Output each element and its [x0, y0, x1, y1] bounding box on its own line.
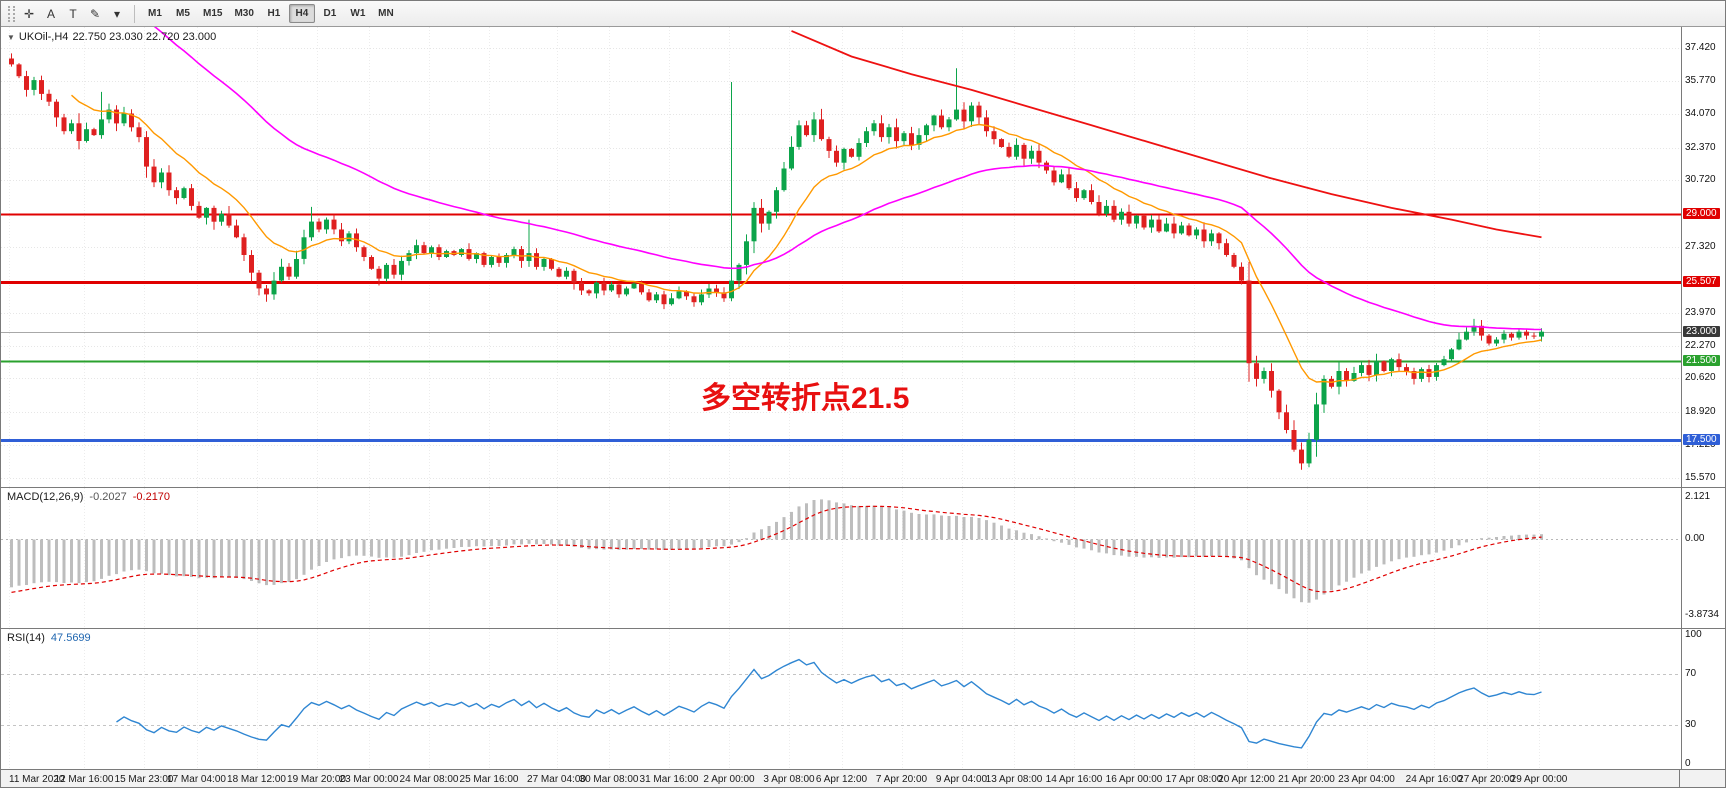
hline-price-label: 21.500	[1683, 355, 1720, 366]
time-tick: 18 Mar 12:00	[227, 774, 286, 785]
timeframe-button-m1[interactable]: M1	[148, 8, 162, 19]
time-tick: 31 Mar 16:00	[639, 774, 699, 785]
time-tick: 19 Mar 20:00	[287, 774, 346, 785]
price-tick: 35.770	[1685, 75, 1716, 86]
main-chart-plot[interactable]: ▼ UKOil-,H4 22.750 23.030 22.720 23.000 …	[1, 27, 1681, 487]
macd-axis[interactable]: 2.121 0.00 -3.8734	[1681, 488, 1725, 628]
time-tick: 24 Apr 16:00	[1405, 774, 1463, 785]
price-tick: 30.720	[1685, 174, 1716, 185]
rsi-tick: 0	[1685, 758, 1691, 769]
text-box-icon[interactable]: T	[69, 6, 77, 21]
macd-main-value: -0.2027	[89, 491, 127, 503]
time-tick: 14 Apr 16:00	[1045, 774, 1103, 785]
price-tick: 32.370	[1685, 142, 1716, 153]
macd-histogram	[10, 499, 1543, 603]
current-price-label: 23.000	[1683, 326, 1720, 337]
symbol-info: ▼ UKOil-,H4 22.750 23.030 22.720 23.000	[7, 31, 216, 43]
timeframe-button-h1[interactable]: H1	[267, 8, 281, 19]
macd-min-tick: -3.8734	[1685, 609, 1719, 620]
time-tick: 24 Mar 08:00	[399, 774, 459, 785]
macd-label: MACD(12,26,9)	[7, 491, 84, 503]
time-axis-labels: 11 Mar 2020 12 Mar 16:00 15 Mar 23:00 17 Ma…	[1, 770, 1681, 787]
chart-annotation-text[interactable]: 多空转折点21.5	[701, 382, 910, 415]
timeframe-button-m5[interactable]: M5	[176, 8, 190, 19]
price-tick: 34.070	[1685, 108, 1716, 119]
price-tick: 15.570	[1685, 472, 1716, 483]
time-tick: 27 Apr 20:00	[1458, 774, 1515, 785]
time-tick: 15 Mar 23:00	[114, 774, 174, 785]
price-tick: 27.320	[1685, 241, 1716, 252]
toolbar: ✛ A T ✎ ▾ M1 M5 M15 M30 H1 H4 D1 W1 MN	[1, 1, 1725, 27]
time-tick: 2 Apr 00:00	[703, 774, 755, 785]
time-tick: 20 Apr 12:00	[1218, 774, 1275, 785]
crosshair-icon[interactable]: ✛	[23, 6, 35, 21]
rsi-label: RSI(14)	[7, 632, 45, 644]
time-tick: 6 Apr 12:00	[815, 774, 868, 785]
dropdown-icon[interactable]: ▾	[113, 6, 121, 21]
toolbar-divider	[134, 4, 135, 23]
rsi-header: RSI(14) 47.5699	[7, 632, 91, 644]
ohlc-values: 22.750 23.030 22.720 23.000	[72, 31, 217, 43]
time-tick: 13 Apr 08:00	[985, 774, 1043, 785]
draw-tools-icon[interactable]: ✎	[89, 6, 101, 21]
time-tick: 3 Apr 08:00	[763, 774, 815, 785]
time-tick: 16 Apr 00:00	[1105, 774, 1163, 785]
price-tick: 23.970	[1685, 307, 1716, 318]
rsi-tick: 30	[1685, 719, 1697, 730]
timeframe-button-m30[interactable]: M30	[234, 8, 254, 19]
hline-price-label: 25.507	[1683, 276, 1720, 287]
symbol-period-label: UKOil-,H4	[18, 31, 69, 43]
rsi-value: 47.5699	[50, 632, 91, 644]
macd-header: MACD(12,26,9) -0.2027 -0.2170	[7, 491, 170, 503]
time-tick: 23 Apr 04:00	[1338, 774, 1395, 785]
hline-price-label: 29.000	[1683, 208, 1720, 219]
candles	[9, 53, 1544, 470]
timeframe-button-mn[interactable]: MN	[378, 8, 394, 19]
time-tick: 12 Mar 16:00	[54, 774, 114, 785]
macd-signal-value: -0.2170	[132, 491, 171, 503]
time-tick: 30 Mar 08:00	[579, 774, 639, 785]
main-chart-panel: ▼ UKOil-,H4 22.750 23.030 22.720 23.000 …	[1, 27, 1725, 487]
timeframe-group: M1 M5 M15 M30 H1 H4 D1 W1 MN	[141, 4, 400, 23]
time-tick: 17 Apr 08:00	[1165, 774, 1223, 785]
time-tick: 25 Mar 16:00	[459, 774, 519, 785]
time-tick: 23 Mar 00:00	[339, 774, 399, 785]
candlestick-chart[interactable]	[1, 27, 1681, 487]
rsi-chart[interactable]	[1, 629, 1681, 769]
hline-price-label: 17.500	[1683, 434, 1720, 445]
time-tick: 17 Mar 04:00	[167, 774, 226, 785]
time-axis[interactable]: 11 Mar 2020 12 Mar 16:00 15 Mar 23:00 17 Ma…	[1, 769, 1725, 787]
rsi-tick: 100	[1685, 629, 1702, 640]
macd-chart[interactable]	[1, 488, 1681, 628]
time-tick: 11 Mar 2020	[9, 774, 65, 785]
macd-panel: MACD(12,26,9) -0.2027 -0.2170 2.121 0.00 -…	[1, 487, 1725, 628]
price-tick: 22.270	[1685, 340, 1716, 351]
timeframe-button-h4[interactable]: H4	[288, 4, 315, 23]
rsi-panel: RSI(14) 47.5699 100 70 30 0	[1, 628, 1725, 769]
rsi-axis[interactable]: 100 70 30 0	[1681, 629, 1725, 769]
macd-plot[interactable]: MACD(12,26,9) -0.2027 -0.2170	[1, 488, 1681, 628]
time-tick: 29 Apr 00:00	[1510, 774, 1568, 785]
rsi-tick: 70	[1685, 668, 1697, 679]
time-tick: 7 Apr 20:00	[875, 774, 928, 785]
text-label-icon[interactable]: A	[46, 6, 55, 21]
tool-icons-group: ✛ A T ✎ ▾	[18, 4, 128, 24]
price-tick: 37.420	[1685, 42, 1716, 53]
time-tick: 21 Apr 20:00	[1278, 774, 1335, 785]
price-tick: 18.920	[1685, 406, 1716, 417]
timeframe-button-w1[interactable]: W1	[350, 8, 366, 19]
time-axis-corner	[1679, 770, 1725, 787]
macd-zero-tick: 0.00	[1685, 533, 1705, 544]
price-tick: 20.620	[1685, 372, 1716, 383]
rsi-plot[interactable]: RSI(14) 47.5699	[1, 629, 1681, 769]
time-tick: 27 Mar 04:00	[527, 774, 586, 785]
symbol-expander-icon[interactable]: ▼	[7, 32, 15, 42]
time-tick: 9 Apr 04:00	[935, 774, 988, 785]
macd-max-tick: 2.121	[1685, 491, 1711, 502]
price-axis[interactable]: 37.420 35.770 34.070 32.370 30.720 27.320 23.9…	[1681, 27, 1725, 487]
timeframe-button-d1[interactable]: D1	[323, 8, 337, 19]
toolbar-grip[interactable]	[8, 5, 15, 22]
timeframe-button-m15[interactable]: M15	[203, 8, 223, 19]
